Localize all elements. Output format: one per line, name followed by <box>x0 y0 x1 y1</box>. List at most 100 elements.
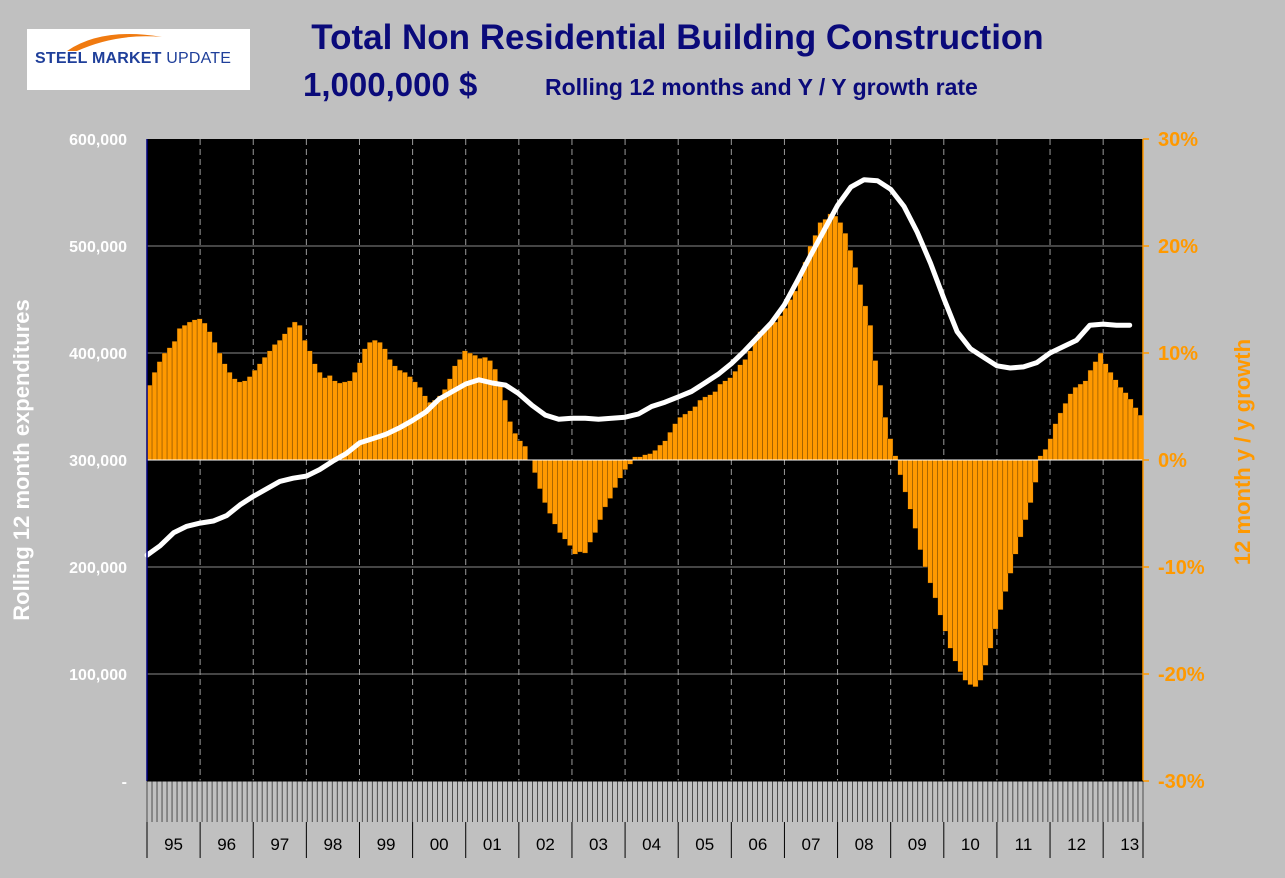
growth-bar <box>316 372 323 461</box>
growth-bar <box>597 459 603 521</box>
right-axis-title: 12 month y / y growth <box>1230 339 1255 565</box>
growth-bar <box>417 387 423 461</box>
growth-bar <box>377 342 383 461</box>
growth-bar <box>186 321 193 461</box>
year-label: 09 <box>908 835 927 854</box>
growth-bar <box>226 372 233 461</box>
growth-bar <box>987 459 994 649</box>
left-tick-label: 500,000 <box>69 239 127 256</box>
growth-bar <box>1122 392 1129 461</box>
x-axis: 95 96 97 98 99 00 01 02 03 04 05 06 07 08 09 10 11 12 13 <box>146 780 1144 858</box>
growth-bar <box>241 380 248 461</box>
left-tick-label: - <box>122 774 127 791</box>
growth-bar <box>1062 403 1069 461</box>
growth-bar <box>1027 459 1034 503</box>
chart-units: 1,000,000 $ <box>303 66 478 103</box>
logo-word-market: MARKET <box>91 50 162 67</box>
growth-bar <box>306 350 313 461</box>
growth-bar <box>327 375 333 461</box>
growth-bar <box>1117 387 1124 461</box>
growth-bar <box>687 410 693 461</box>
growth-bar <box>216 352 223 461</box>
growth-bar <box>1102 363 1109 461</box>
growth-bar <box>1072 387 1079 461</box>
growth-bar <box>1112 379 1119 461</box>
growth-bar <box>1077 383 1084 461</box>
year-label: 05 <box>695 835 714 854</box>
left-tick-label: 600,000 <box>69 132 127 149</box>
growth-bar <box>587 459 593 543</box>
growth-bar <box>387 359 393 461</box>
year-label: 01 <box>483 835 502 854</box>
growth-bar <box>261 357 268 461</box>
growth-bar <box>271 344 278 461</box>
growth-bar <box>567 459 573 546</box>
growth-bar <box>487 360 493 461</box>
growth-bar <box>437 395 443 461</box>
growth-bar <box>617 459 623 479</box>
growth-bar <box>332 380 338 461</box>
growth-bar <box>502 399 508 461</box>
growth-bar <box>667 432 673 461</box>
year-label: 98 <box>323 835 342 854</box>
growth-bar <box>907 459 914 510</box>
right-tick-label: -20% <box>1158 664 1205 686</box>
right-tick-label: 10% <box>1158 343 1198 365</box>
growth-bar <box>1107 372 1114 461</box>
growth-bar <box>722 380 729 461</box>
growth-bar <box>677 417 683 461</box>
year-label: 96 <box>217 835 236 854</box>
growth-bar <box>697 399 703 461</box>
growth-bar <box>372 339 378 461</box>
growth-bar <box>542 459 548 503</box>
growth-bar <box>852 267 859 461</box>
growth-bar <box>176 328 183 461</box>
year-label: 03 <box>589 835 608 854</box>
growth-bar <box>1042 449 1049 461</box>
growth-bar <box>672 423 678 461</box>
chart-title: Total Non Residential Building Construct… <box>311 18 1044 57</box>
growth-bar <box>442 389 448 461</box>
growth-bar <box>1097 352 1104 461</box>
growth-bar <box>887 438 894 461</box>
growth-bar <box>912 459 919 529</box>
growth-bar <box>692 406 698 461</box>
growth-bar <box>957 459 964 673</box>
growth-bar <box>807 245 814 461</box>
right-axis: -30% -20% -10% 0% 10% 20% 30% <box>1142 129 1205 793</box>
growth-bar <box>497 384 503 461</box>
growth-bar <box>967 459 974 685</box>
growth-bar <box>322 377 328 461</box>
growth-bar <box>797 277 804 461</box>
logo-swoosh-icon <box>67 34 162 51</box>
growth-bar <box>1092 361 1099 461</box>
year-label: 07 <box>802 835 821 854</box>
growth-bar <box>877 384 884 461</box>
growth-bar <box>266 350 273 461</box>
growth-bar <box>1082 380 1089 461</box>
growth-bar <box>742 359 749 461</box>
growth-bar <box>857 284 864 461</box>
year-label: 11 <box>1015 835 1033 854</box>
growth-bar <box>772 321 779 461</box>
growth-bar <box>992 459 999 630</box>
growth-bar <box>837 222 844 461</box>
growth-bar <box>782 307 789 461</box>
growth-bar <box>221 363 228 461</box>
growth-bar <box>802 261 809 461</box>
year-label: 00 <box>430 835 449 854</box>
growth-bar <box>291 321 298 461</box>
growth-bar <box>402 372 408 461</box>
growth-bar <box>747 350 754 461</box>
growth-bar <box>211 342 218 461</box>
growth-bar <box>702 396 708 461</box>
growth-bar <box>562 459 568 540</box>
growth-bar <box>392 365 398 461</box>
growth-bar <box>281 333 288 461</box>
growth-bar <box>276 339 283 461</box>
growth-bar <box>602 459 608 508</box>
growth-bar <box>1007 459 1014 574</box>
growth-bar <box>922 459 929 568</box>
growth-bar <box>452 365 458 461</box>
growth-bar <box>507 421 513 461</box>
